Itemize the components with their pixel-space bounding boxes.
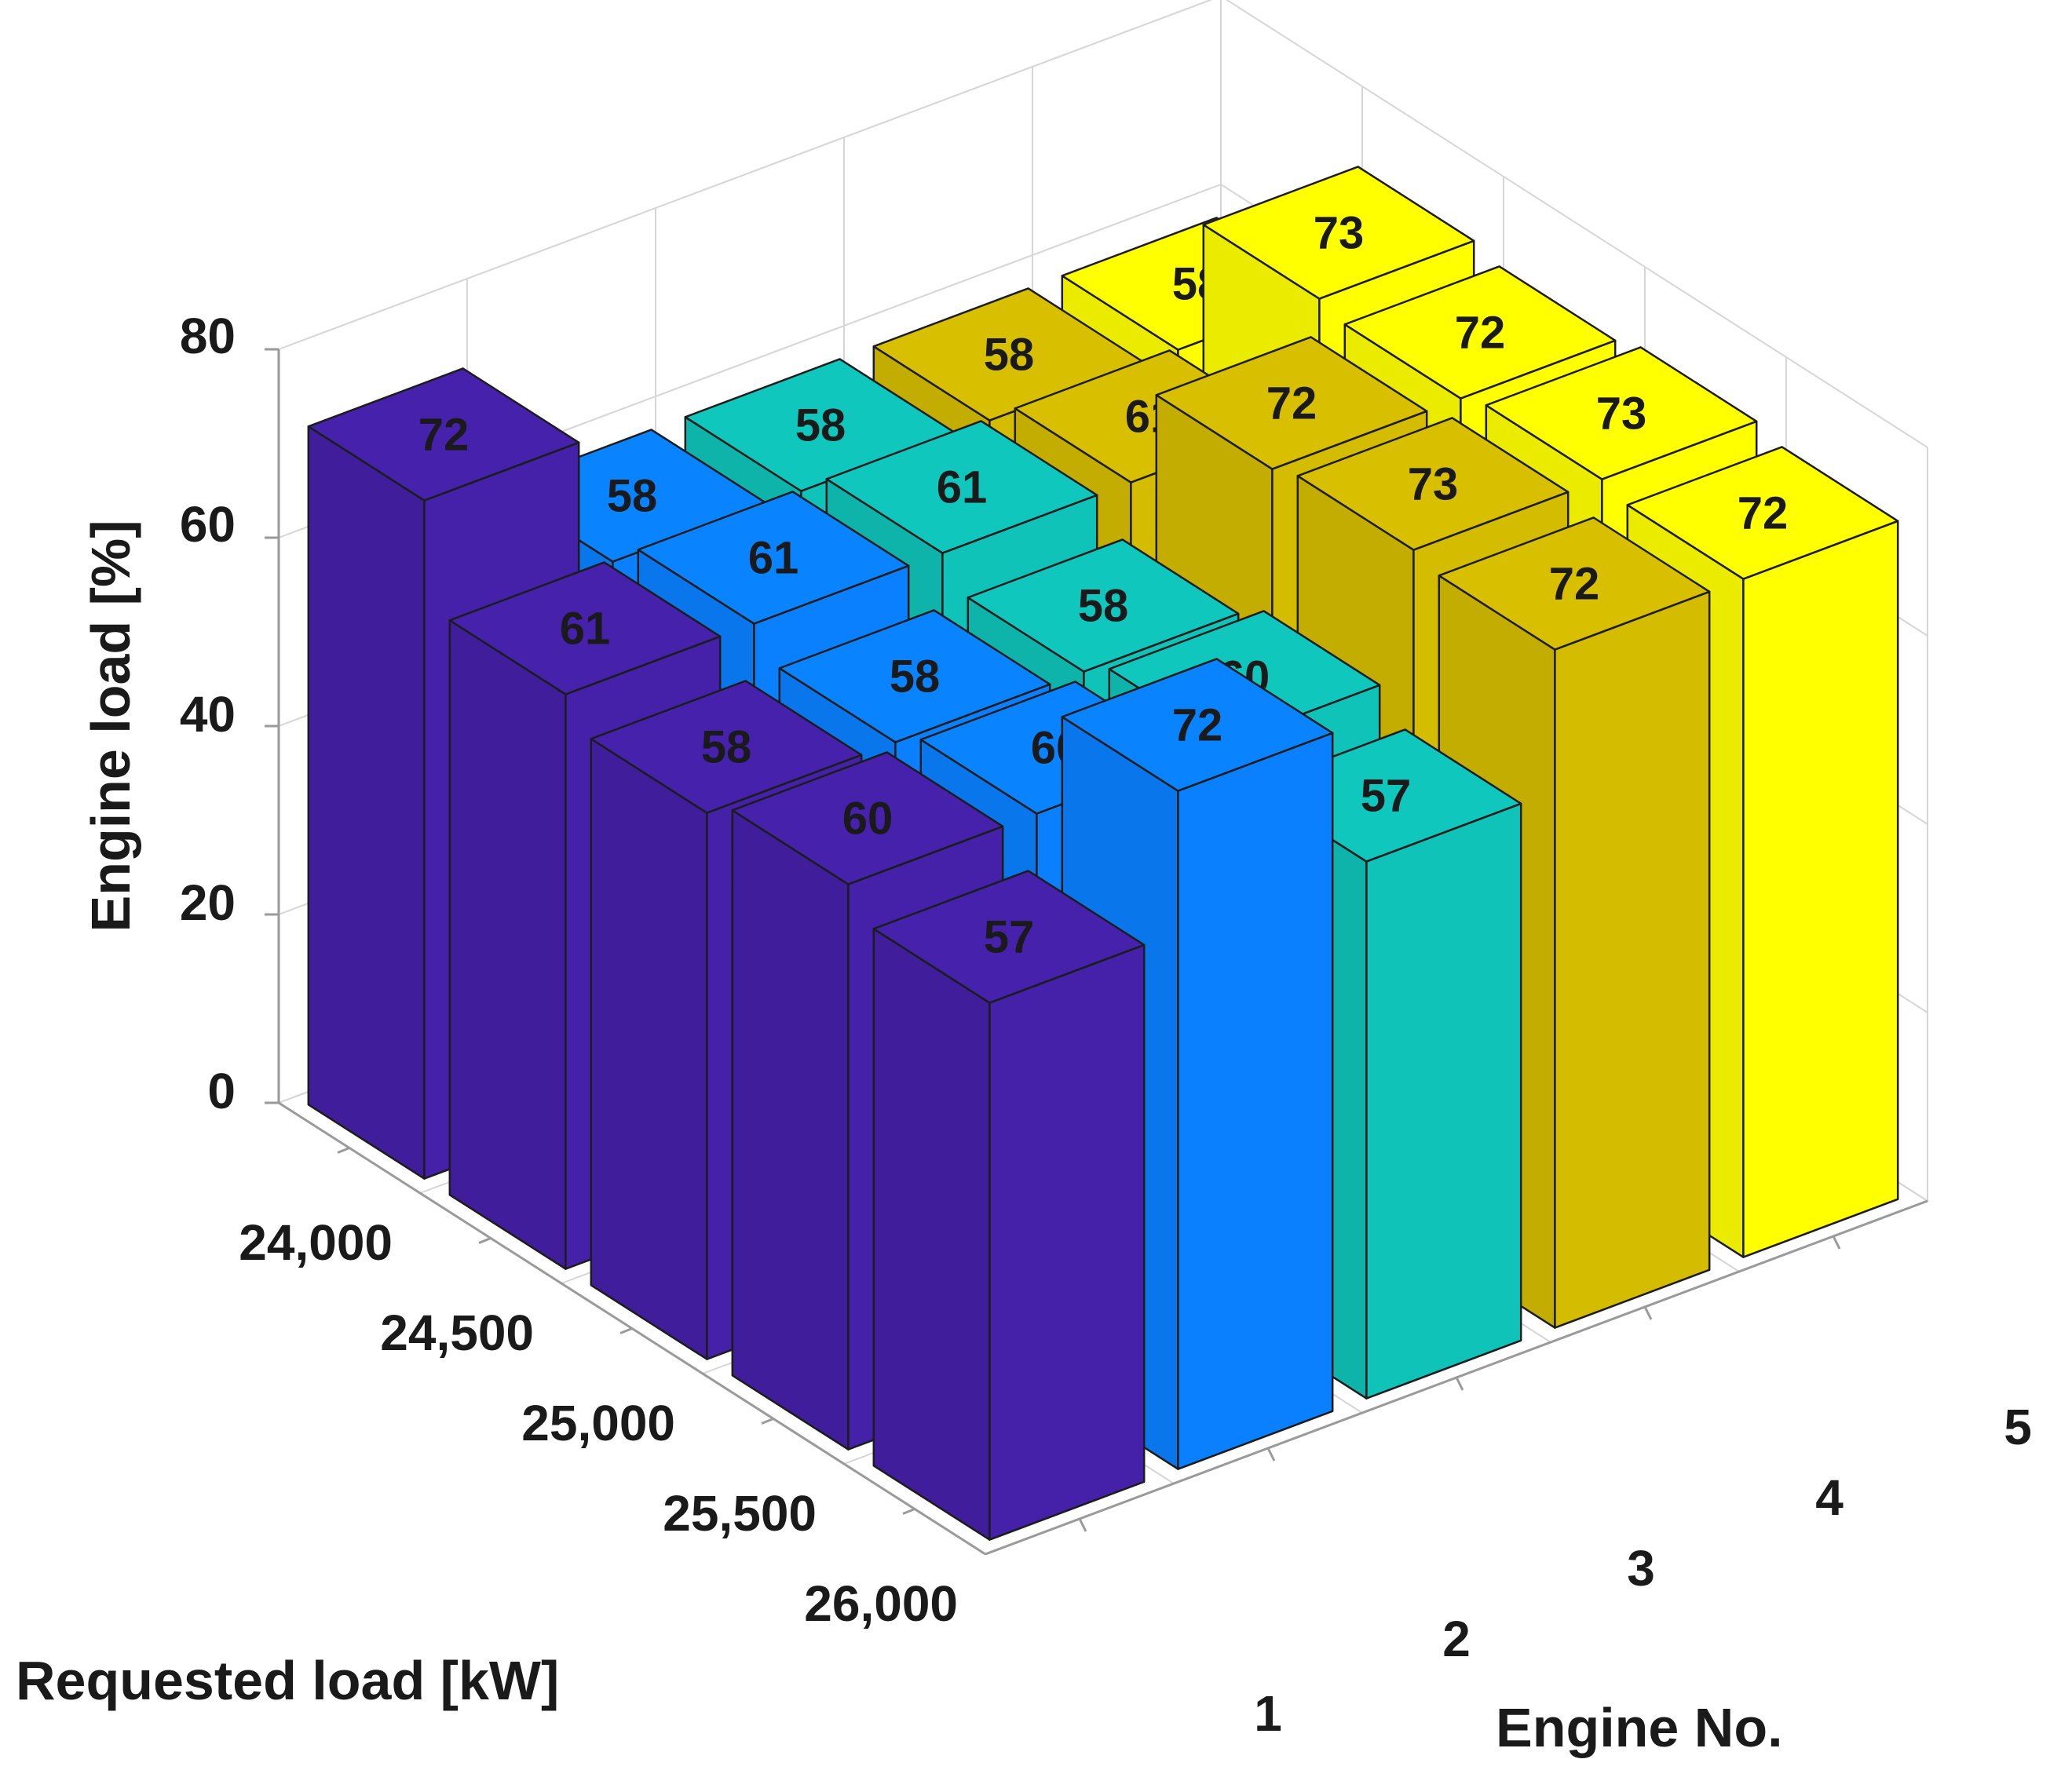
y-tick (1078, 1518, 1087, 1532)
bar-value-label: 61 (560, 604, 611, 655)
z-tick-labels: 80 60 40 20 0 (180, 308, 236, 1119)
bar-top-face (307, 367, 580, 502)
bar-value-label: 58 (1078, 581, 1129, 632)
bar-top-face (1202, 166, 1475, 300)
bar-value-label: 57 (984, 912, 1035, 963)
bar-value-label: 58 (890, 651, 941, 703)
x-tick-label: 26,000 (804, 1575, 958, 1632)
x-tick (619, 1327, 633, 1334)
bar-front-face (1742, 520, 1899, 1258)
y-tick-label: 5 (2004, 1399, 2032, 1455)
x-tick (337, 1147, 350, 1154)
bar-value-label: 61 (748, 533, 799, 584)
bar-top-face (1485, 346, 1758, 480)
x-tick (478, 1237, 492, 1244)
bar-value-label: 58 (701, 722, 752, 773)
bar-side-face (731, 809, 850, 1451)
bar-top-face (1343, 265, 1617, 400)
y-tick-label: 2 (1442, 1611, 1471, 1667)
bar-front-face (988, 943, 1146, 1541)
x-axis-title: Requested load [kW] (16, 1650, 559, 1711)
y-axis-title: Engine No. (1496, 1697, 1783, 1758)
x-tick-label: 24,000 (239, 1214, 393, 1271)
x-tick-label: 25,000 (521, 1395, 675, 1451)
bar-top-face (1061, 658, 1334, 792)
bar-top-face (1626, 446, 1899, 580)
bar-value-label: 72 (1455, 308, 1506, 359)
y-tick-label: 1 (1254, 1685, 1282, 1742)
bar-value-label: 73 (1408, 459, 1459, 510)
bar-front-face (1365, 802, 1522, 1400)
bar-value-label: 73 (1314, 208, 1365, 259)
bar-side-face (307, 425, 426, 1180)
bar-top-face (872, 870, 1146, 1004)
bar-side-face (590, 738, 708, 1360)
bar-top-face (1438, 516, 1711, 651)
bar-value-label: 58 (984, 330, 1035, 381)
z-tick-label: 20 (180, 874, 236, 931)
bars-layer: 5873727372586172737258615860575861586072… (307, 166, 1899, 1541)
y-tick-label: 4 (1815, 1469, 1844, 1526)
bar-value-label: 58 (607, 471, 658, 522)
bar-side-face (872, 928, 991, 1541)
bar-top-face (967, 538, 1240, 673)
bar-value-label: 72 (1266, 378, 1317, 429)
bar-top-face (825, 420, 1098, 554)
x-tick-labels: 24,000 24,500 25,000 25,500 26,000 (239, 1214, 958, 1632)
bar-value-label: 72 (1738, 488, 1789, 539)
bar-top-face (731, 751, 1004, 885)
z-tick-label: 0 (207, 1063, 236, 1119)
bar-value-label: 61 (937, 462, 988, 513)
bar-value-label: 73 (1596, 389, 1647, 440)
bar-value-label: 72 (418, 410, 470, 461)
x-tick (902, 1508, 915, 1515)
bar-value-label: 72 (1549, 559, 1600, 610)
bar-value-label: 60 (842, 794, 893, 845)
x-tick-label: 25,500 (663, 1485, 817, 1542)
z-axis-title: Engine load [%] (80, 520, 141, 932)
z-tick-label: 40 (180, 686, 236, 743)
bar-front-face (1554, 590, 1711, 1329)
x-tick (761, 1418, 774, 1425)
bar-value-label: 72 (1172, 700, 1223, 751)
y-tick (1643, 1306, 1653, 1320)
bar-value-label: 58 (795, 400, 846, 451)
bar-front-face (1177, 732, 1334, 1470)
y-tick (1455, 1377, 1464, 1391)
axis-layer (265, 348, 1928, 1556)
x-tick-label: 24,500 (380, 1305, 534, 1361)
bar-top-face (448, 561, 722, 695)
y-tick (1832, 1235, 1841, 1250)
y-tick-label: 3 (1627, 1540, 1655, 1597)
bar-top-face (590, 680, 863, 814)
y-tick (1266, 1447, 1276, 1462)
z-tick-label: 80 (180, 308, 236, 364)
z-gridline (278, 0, 1928, 448)
bar-top-face (1155, 336, 1428, 470)
z-tick-label: 60 (180, 496, 236, 553)
bar: 57 (872, 870, 1146, 1541)
bar-top-face (637, 491, 910, 625)
bar-value-label: 57 (1361, 771, 1412, 822)
bar-side-face (448, 619, 567, 1270)
bar-top-face (1296, 417, 1570, 551)
bar-top-face (778, 609, 1051, 743)
y-tick-labels: 1 2 3 4 5 (1254, 1399, 2032, 1742)
